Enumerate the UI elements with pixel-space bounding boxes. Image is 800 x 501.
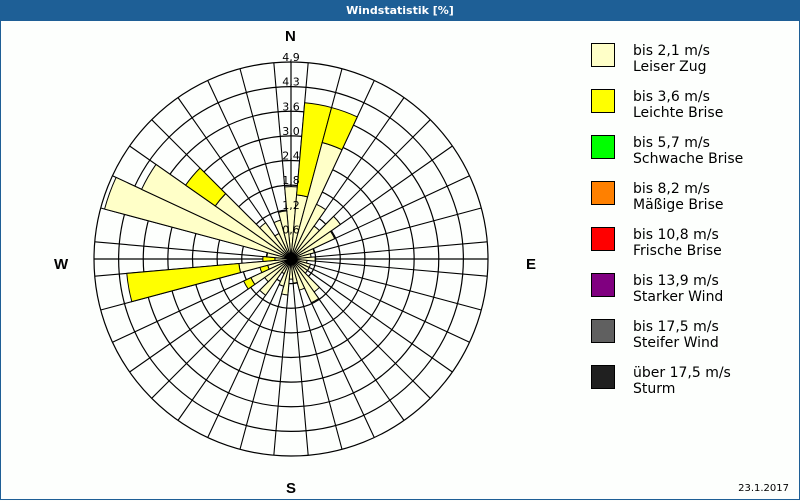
legend-range: bis 13,9 m/s — [633, 273, 719, 289]
compass-east: E — [526, 256, 537, 273]
legend-range: bis 2,1 m/s — [633, 43, 710, 59]
legend-label: Leiser Zug — [633, 59, 707, 75]
legend-label: Starker Wind — [633, 289, 724, 305]
svg-text:0,6: 0,6 — [282, 223, 300, 236]
legend-range: bis 5,7 m/s — [633, 135, 710, 151]
legend-range: bis 3,6 m/s — [633, 89, 710, 105]
svg-text:1,8: 1,8 — [282, 174, 300, 187]
legend-label: Mäßige Brise — [633, 197, 724, 213]
compass-north: N — [285, 28, 296, 45]
svg-text:3,0: 3,0 — [282, 125, 300, 138]
svg-text:1,2: 1,2 — [282, 199, 300, 212]
legend-range: bis 17,5 m/s — [633, 319, 719, 335]
legend-label: Frische Brise — [633, 243, 722, 259]
legend-swatch — [591, 89, 615, 113]
legend-swatch — [591, 135, 615, 159]
legend-swatch — [591, 43, 615, 67]
radial-tick-labels: 0,6 1,2 1,8 2,4 3,0 3,6 4,3 4,9 — [282, 51, 300, 236]
legend-swatch — [591, 319, 615, 343]
legend-swatch — [591, 181, 615, 205]
svg-text:2,4: 2,4 — [282, 150, 300, 163]
legend-label: Sturm — [633, 381, 676, 397]
legend-label: Schwache Brise — [633, 151, 744, 167]
date-label: 23.1.2017 — [738, 483, 789, 494]
polar-grid — [93, 61, 489, 457]
compass-south: S — [286, 480, 297, 497]
legend-range: über 17,5 m/s — [633, 365, 731, 381]
legend-label: Leichte Brise — [633, 105, 724, 121]
legend-range: bis 10,8 m/s — [633, 227, 719, 243]
svg-text:4,9: 4,9 — [282, 51, 300, 64]
legend-range: bis 8,2 m/s — [633, 181, 710, 197]
window-title: Windstatistik [%] — [1, 1, 799, 21]
wind-petals — [103, 102, 358, 304]
legend-swatch — [591, 365, 615, 389]
svg-text:4,3: 4,3 — [282, 76, 300, 89]
legend-label: Steifer Wind — [633, 335, 719, 351]
compass-west: W — [54, 256, 69, 273]
legend-swatch — [591, 227, 615, 251]
svg-text:3,6: 3,6 — [282, 100, 300, 113]
legend-swatch — [591, 273, 615, 297]
